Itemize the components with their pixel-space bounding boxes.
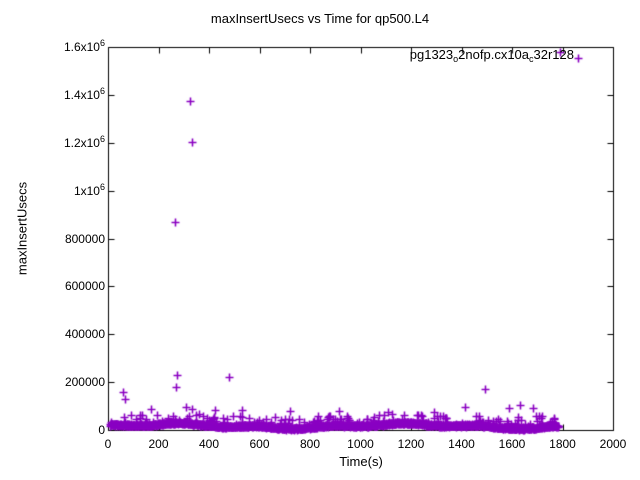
y-tick-label: 200000 — [64, 375, 105, 390]
y-tick-label: 0 — [98, 423, 105, 437]
x-tick-label: 200 — [148, 437, 169, 451]
x-tick-label: 1800 — [549, 437, 576, 451]
x-tick-label: 600 — [249, 437, 270, 451]
x-tick-label: 1400 — [448, 437, 475, 451]
x-tick-label: 800 — [299, 437, 321, 451]
y-tick-label: 1.4x106 — [63, 85, 105, 102]
x-tick-label: 1200 — [397, 437, 425, 451]
y-axis-title: maxInsertUsecs — [14, 181, 30, 276]
y-tick-label: 600000 — [64, 279, 105, 294]
y-tick-label: 1.2x106 — [63, 133, 105, 150]
x-tick-label: 400 — [198, 437, 220, 451]
x-tick-label: 1600 — [498, 437, 526, 451]
y-tick-label: 1.6x106 — [63, 38, 105, 54]
y-tick-label: 400000 — [64, 327, 105, 342]
x-tick-label: 0 — [104, 437, 112, 451]
legend-entry-series-0: pg1323o2nofp.cx10ac32r128 — [409, 47, 574, 64]
y-tick-label: 1x106 — [73, 181, 105, 198]
x-tick-label: 1000 — [347, 437, 374, 451]
x-axis-title: Time(s) — [339, 454, 383, 469]
x-tick-label: 2000 — [599, 437, 627, 451]
y-tick-label: 800000 — [64, 231, 105, 246]
chart-title: maxInsertUsecs vs Time for qp500.L4 — [210, 11, 430, 26]
